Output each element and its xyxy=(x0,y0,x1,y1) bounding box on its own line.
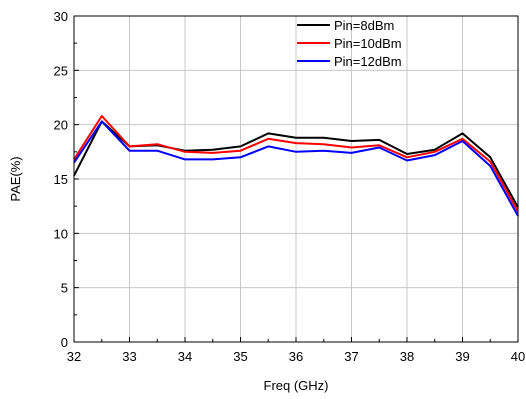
legend-label-pin-12dbm: Pin=12dBm xyxy=(334,54,402,69)
legend: Pin=8dBm Pin=10dBm Pin=12dBm xyxy=(297,18,402,69)
x-tick-label: 36 xyxy=(289,349,303,364)
x-tick-label: 40 xyxy=(511,349,525,364)
y-tick-label: 0 xyxy=(61,335,68,350)
x-tick-label: 38 xyxy=(400,349,414,364)
legend-label-pin-8dbm: Pin=8dBm xyxy=(334,18,394,33)
y-tick-label: 25 xyxy=(54,63,68,78)
legend-label-pin-10dbm: Pin=10dBm xyxy=(334,36,402,51)
x-tick-label: 39 xyxy=(455,349,469,364)
x-tick-label: 35 xyxy=(233,349,247,364)
y-tick-label: 30 xyxy=(54,9,68,24)
tick-labels: 32 33 34 35 36 37 38 39 40 0 5 10 15 20 25 30 xyxy=(54,9,526,364)
x-axis-title: Freq (GHz) xyxy=(264,378,329,393)
y-tick-label: 5 xyxy=(61,281,68,296)
axis-ticks xyxy=(73,15,519,343)
series-line-pin-10dbm xyxy=(73,115,519,213)
series-line-pin-12dbm xyxy=(73,120,519,217)
series-lines xyxy=(73,115,519,217)
y-axis-title: PAE(%) xyxy=(8,156,23,201)
x-tick-label: 33 xyxy=(122,349,136,364)
x-tick-label: 34 xyxy=(178,349,192,364)
y-tick-label: 20 xyxy=(54,118,68,133)
x-tick-label: 37 xyxy=(344,349,358,364)
x-tick-label: 32 xyxy=(67,349,81,364)
y-tick-label: 10 xyxy=(54,226,68,241)
y-tick-label: 15 xyxy=(54,172,68,187)
grid-lines xyxy=(74,16,518,342)
